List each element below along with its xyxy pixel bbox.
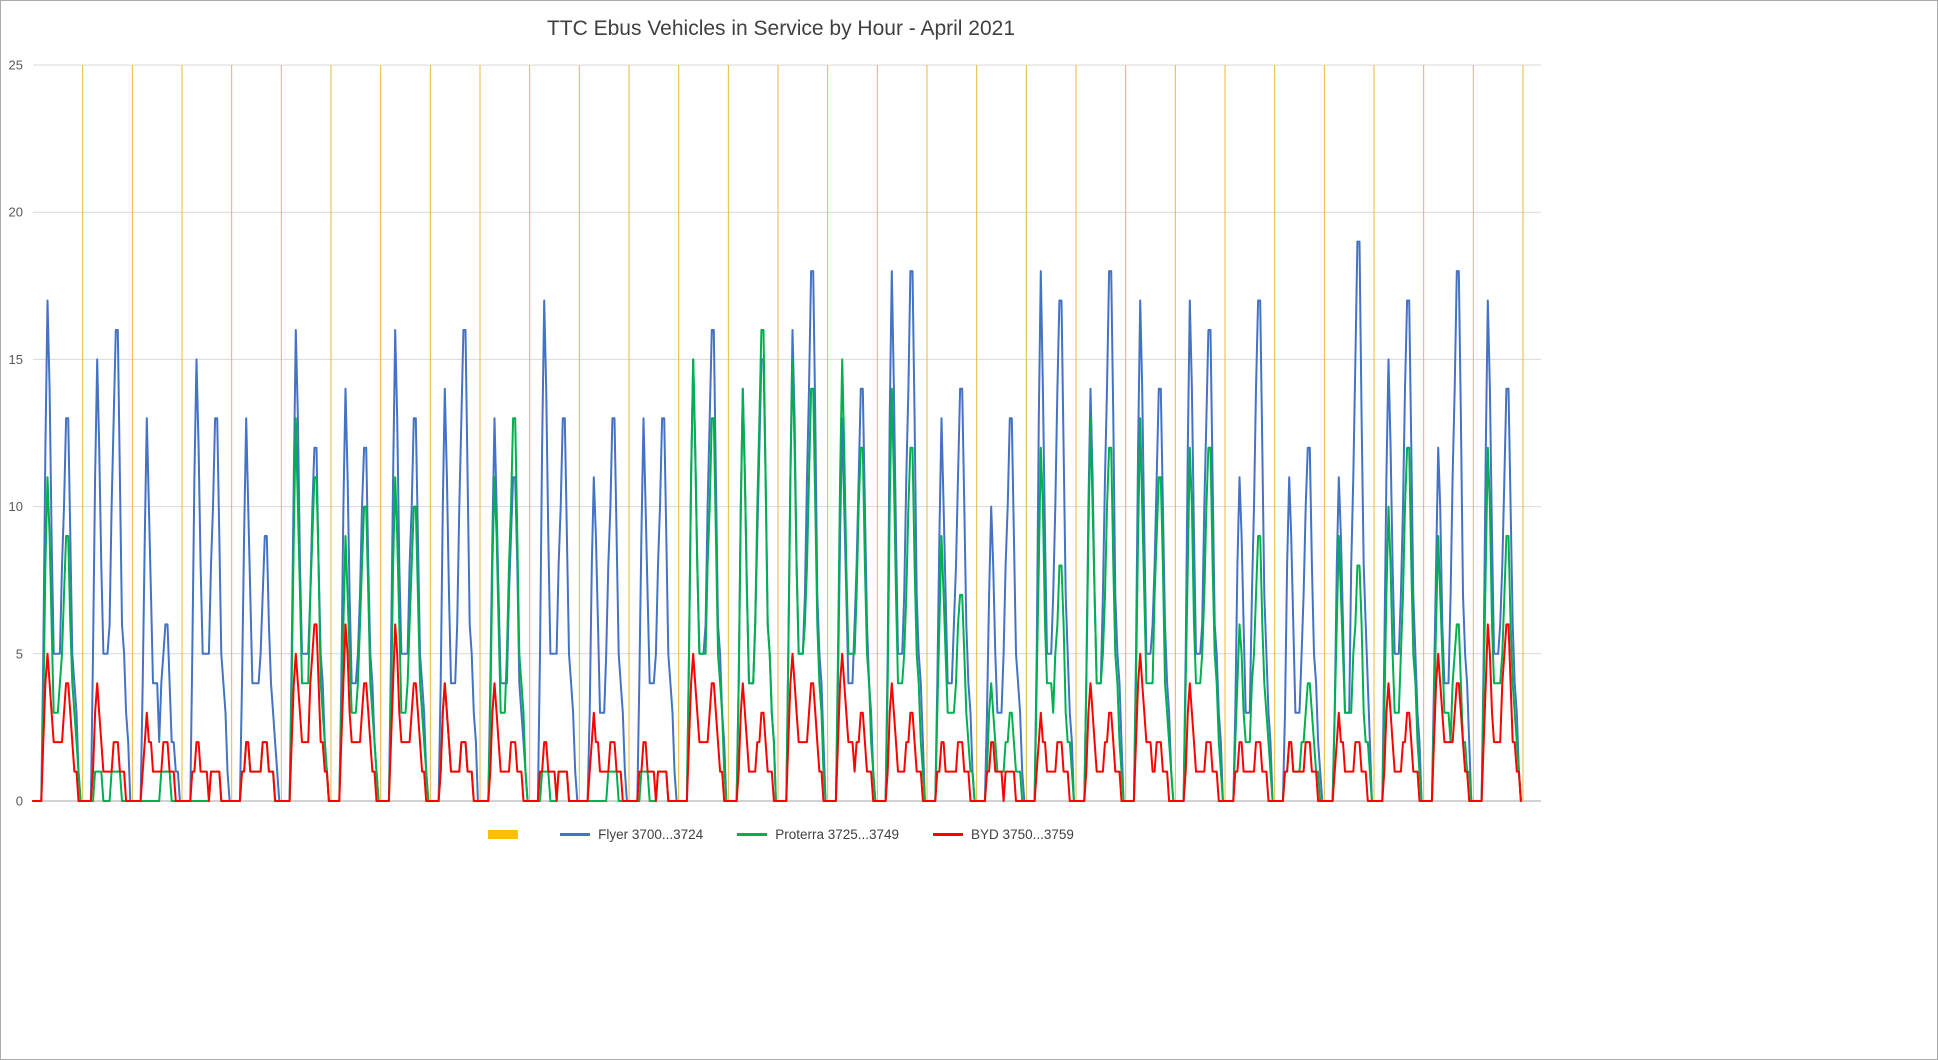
y-tick-label: 0	[16, 794, 23, 809]
gold-bar-swatch	[488, 830, 519, 839]
legend: Flyer 3700...3724 Proterra 3725...3749 B…	[1, 827, 1561, 842]
proterra-line-swatch	[737, 833, 768, 836]
legend-label-proterra: Proterra 3725...3749	[775, 827, 900, 842]
legend-item-gold	[488, 830, 526, 839]
legend-item-proterra: Proterra 3725...3749	[737, 827, 899, 842]
series-line-1	[32, 329, 1522, 802]
legend-item-flyer: Flyer 3700...3724	[560, 827, 703, 842]
byd-line-swatch	[933, 833, 964, 836]
chart-title: TTC Ebus Vehicles in Service by Hour - A…	[546, 17, 1016, 40]
y-tick-label: 10	[9, 499, 23, 514]
plot-area: 25 20 15 10 5 0	[9, 58, 1541, 809]
legend-item-byd: BYD 3750...3759	[933, 827, 1074, 842]
series-line-0	[32, 240, 1522, 802]
legend-label-byd: BYD 3750...3759	[971, 827, 1074, 842]
chart: TTC Ebus Vehicles in Service by Hour - A…	[1, 1, 1561, 1059]
y-tick-label: 25	[9, 58, 23, 73]
y-tick-label: 20	[9, 205, 23, 220]
y-tick-label: 15	[9, 352, 23, 367]
legend-label-flyer: Flyer 3700...3724	[598, 827, 704, 842]
flyer-line-swatch	[560, 833, 591, 836]
series-line-2	[32, 623, 1522, 802]
y-tick-label: 5	[16, 646, 23, 661]
